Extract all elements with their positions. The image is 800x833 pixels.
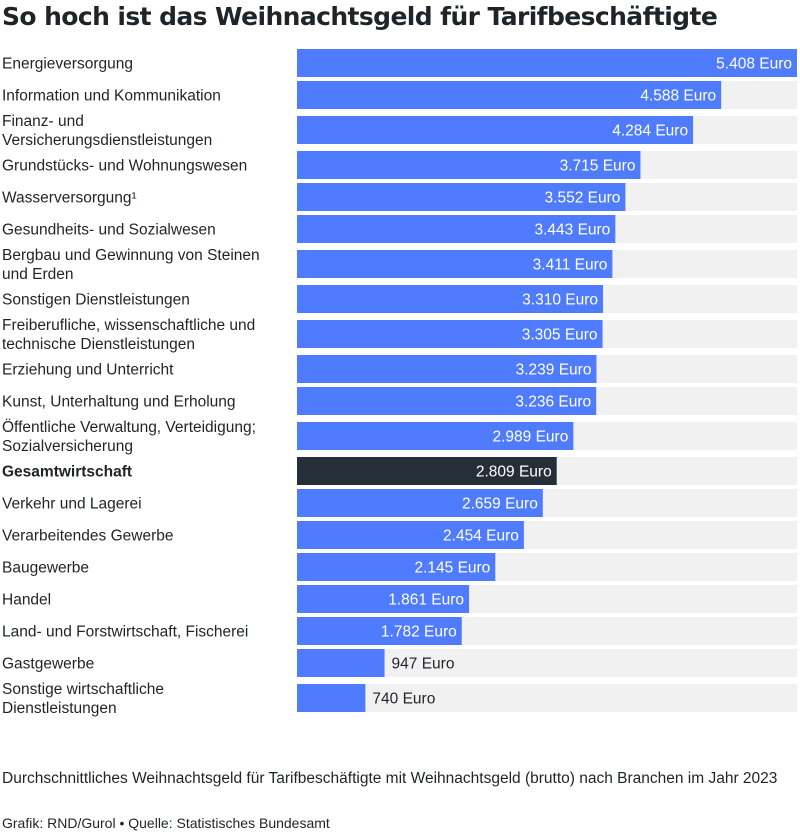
bar [297,49,797,77]
category-label: Finanz- und Versicherungsdienstleistungen [2,113,212,149]
value-label: 3.715 Euro [560,158,636,175]
bar [297,151,641,179]
value-label: 3.239 Euro [516,362,592,379]
value-label: 1.782 Euro [381,624,457,641]
bar [297,617,462,645]
value-label: 3.236 Euro [515,394,591,411]
category-label: Verarbeitendes Gewerbe [2,528,173,545]
category-label: Energieversorgung [2,56,133,73]
chart-description: Durchschnittliches Weihnachtsgeld für Ta… [2,770,778,787]
bar [297,320,603,348]
category-label: Information und Kommunikation [2,88,221,105]
category-label: Baugewerbe [2,560,89,577]
bar-chart: Energieversorgung 5.408 Euro Information u… [2,49,797,717]
value-label: 947 Euro [392,656,455,673]
chart-title: So hoch ist das Weihnachtsgeld für Tarif… [2,2,718,31]
bar [297,183,626,211]
bar [297,684,366,712]
category-label: Erziehung und Unterricht [2,362,174,379]
category-label: Freiberufliche, wissenschaftliche und tec… [2,317,255,353]
value-label: 3.305 Euro [522,327,598,344]
category-label: Handel [2,592,51,609]
chart-credit: Grafik: RND/Gurol • Quelle: Statistische… [2,815,330,831]
bar [297,457,557,485]
value-label: 2.659 Euro [462,496,538,513]
value-label: 740 Euro [372,691,435,708]
value-label: 4.588 Euro [640,88,716,105]
category-label: Wasserversorgung¹ [2,190,137,207]
bar [297,387,597,415]
category-label: Bergbau und Gewinnung von Steinen und Erd… [2,247,260,283]
value-label: 3.443 Euro [534,222,610,239]
bar-track [297,684,797,712]
bar [297,81,722,109]
bar [297,215,616,243]
bar [297,250,613,278]
category-label: Öffentliche Verwaltung, Verteidigung; Soz… [2,418,256,455]
value-label: 3.310 Euro [522,292,598,309]
bar [297,553,496,581]
bar [297,489,543,517]
category-label: Verkehr und Lagerei [2,496,142,513]
bar [297,116,694,144]
bar [297,422,574,450]
bar [297,585,470,613]
value-label: 2.454 Euro [443,528,519,545]
value-label: 2.809 Euro [476,464,552,481]
category-label: Sonstigen Dienstleistungen [2,292,190,309]
category-label: Sonstige wirtschaftliche Dienstleistungen [2,681,164,717]
bar [297,521,524,549]
category-label: Gesamtwirtschaft [2,464,132,481]
bar [297,355,597,383]
value-label: 3.552 Euro [545,190,621,207]
category-label: Gesundheits- und Sozialwesen [2,222,216,239]
value-label: 3.411 Euro [533,257,608,274]
bar [297,649,385,677]
category-label: Kunst, Unterhaltung und Erholung [2,394,236,411]
category-label: Gastgewerbe [2,656,94,673]
value-label: 2.989 Euro [493,429,569,446]
value-label: 5.408 Euro [716,56,792,73]
bar [297,285,604,313]
category-label: Grundstücks- und Wohnungswesen [2,158,247,175]
category-label: Land- und Forstwirtschaft, Fischerei [2,624,248,641]
value-label: 4.284 Euro [612,123,688,140]
value-label: 1.861 Euro [388,592,464,609]
value-label: 2.145 Euro [414,560,490,577]
